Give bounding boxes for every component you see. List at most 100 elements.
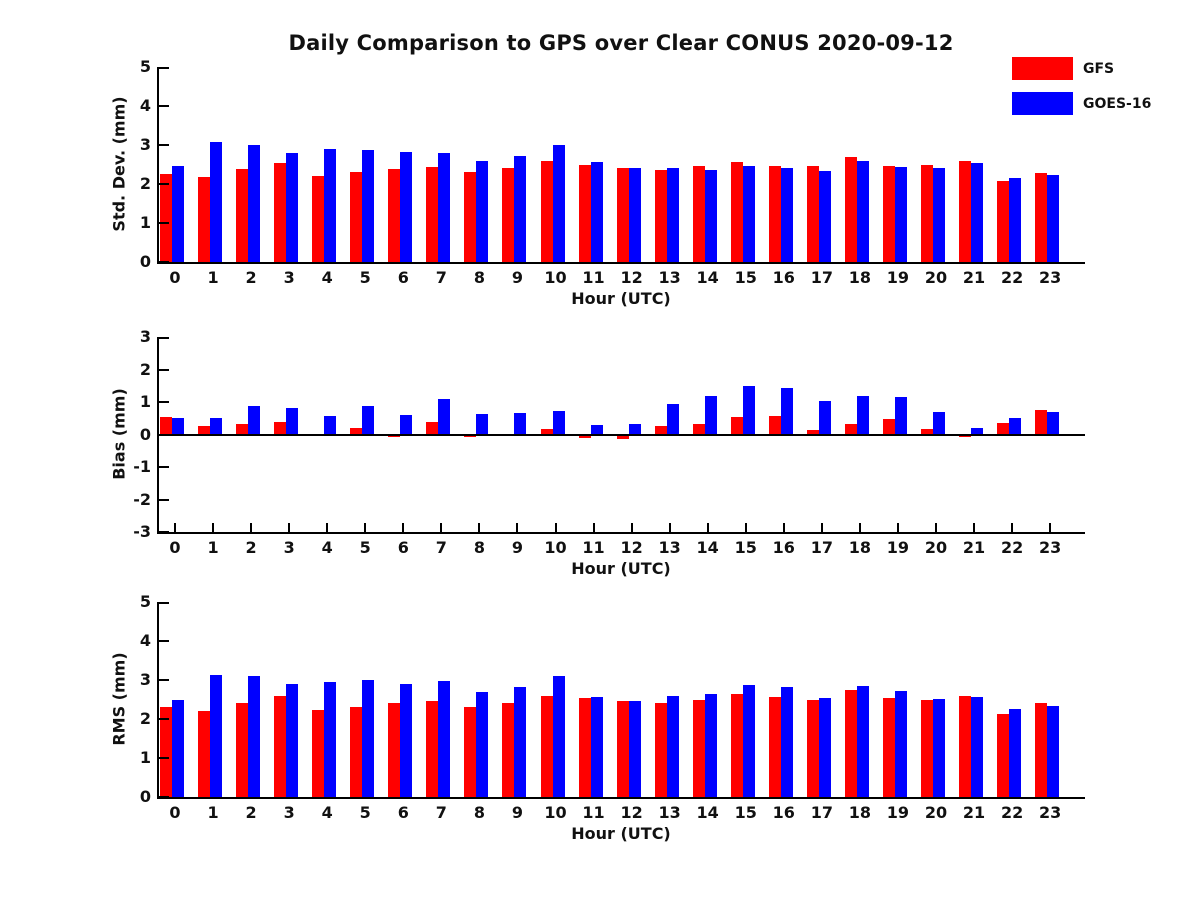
bar-gfs-h1 <box>198 425 211 435</box>
y-tick-label: -3 <box>133 522 151 541</box>
x-tick-label: 11 <box>582 538 605 557</box>
x-tick-label: 3 <box>283 268 295 287</box>
y-tick-label: 3 <box>139 135 151 154</box>
bar-goes16-h18 <box>856 686 869 797</box>
bar-goes16-h3 <box>286 153 299 262</box>
y-tick-label: 4 <box>139 96 151 115</box>
bar-gfs-h21 <box>959 434 972 437</box>
bar-gfs-h19 <box>882 166 895 262</box>
bar-goes16-h13 <box>666 403 679 435</box>
x-tick-label: 10 <box>544 538 567 557</box>
y-tick <box>159 796 169 798</box>
bar-goes16-h8 <box>476 414 489 435</box>
bar-gfs-h13 <box>654 703 667 797</box>
bar-gfs-h10 <box>540 429 553 435</box>
bar-goes16-h14 <box>704 396 717 435</box>
bar-gfs-h19 <box>882 418 895 435</box>
bar-gfs-h9 <box>502 703 515 797</box>
x-tick-label: 1 <box>207 268 219 287</box>
bar-gfs-h13 <box>654 426 667 435</box>
y-tick-label: 2 <box>139 359 151 379</box>
bar-gfs-h0 <box>160 174 172 262</box>
y-tick-label: 1 <box>139 213 151 232</box>
x-tick <box>364 523 367 532</box>
x-tick-label: 13 <box>658 268 681 287</box>
x-tick-label: 14 <box>696 268 719 287</box>
bar-gfs-h3 <box>274 422 287 435</box>
bar-gfs-h20 <box>921 700 933 797</box>
bar-goes16-h1 <box>210 418 223 435</box>
bar-gfs-h10 <box>540 161 553 262</box>
bar-gfs-h2 <box>236 169 249 262</box>
bar-gfs-h22 <box>997 713 1010 797</box>
x-tick-label: 12 <box>620 268 643 287</box>
bar-gfs-h13 <box>654 169 667 262</box>
x-tick <box>174 523 176 532</box>
bar-goes16-h4 <box>324 148 337 262</box>
y-tick-label: 5 <box>139 57 151 76</box>
y-tick <box>159 602 169 604</box>
x-tick-label: 22 <box>1000 538 1024 557</box>
xlabel-bias: Hour (UTC) <box>571 559 671 578</box>
bar-goes16-h14 <box>704 169 717 262</box>
x-tick <box>440 523 443 532</box>
bar-goes16-h19 <box>894 691 907 797</box>
bar-goes16-h5 <box>362 150 375 262</box>
y-tick-label: 3 <box>139 670 151 689</box>
bar-gfs-h5 <box>350 172 363 262</box>
x-tick <box>1011 523 1014 532</box>
bar-gfs-h8 <box>464 172 477 262</box>
x-tick <box>935 523 937 532</box>
x-tick-label: 19 <box>886 268 910 287</box>
x-tick <box>326 523 329 532</box>
x-tick-label: 8 <box>473 268 485 287</box>
x-tick <box>630 523 633 532</box>
x-tick <box>212 523 215 532</box>
bar-gfs-h16 <box>768 697 781 797</box>
x-tick-label: 1 <box>207 538 219 557</box>
x-tick-label: 10 <box>544 268 567 287</box>
y-tick <box>159 433 169 436</box>
x-tick-label: 16 <box>772 538 795 557</box>
bar-goes16-h9 <box>514 687 527 797</box>
legend-label-goes16: GOES-16 <box>1083 95 1152 112</box>
y-tick-label: 4 <box>139 631 151 650</box>
bar-goes16-h12 <box>628 423 641 435</box>
bar-goes16-h20 <box>933 168 945 262</box>
bar-goes16-h21 <box>971 162 984 262</box>
bar-gfs-h7 <box>426 167 439 262</box>
x-tick-label: 21 <box>962 538 986 557</box>
bar-gfs-h23 <box>1035 703 1048 797</box>
bar-gfs-h9 <box>502 168 515 262</box>
y-tick-label: -2 <box>133 489 151 509</box>
x-tick <box>668 523 671 532</box>
legend-swatch-gfs <box>1012 57 1073 80</box>
bar-goes16-h2 <box>248 675 261 797</box>
x-tick <box>288 523 291 532</box>
bar-goes16-h17 <box>818 171 831 262</box>
x-tick-label: 8 <box>473 538 485 557</box>
y-tick <box>159 531 169 533</box>
x-tick-label: 15 <box>734 268 757 287</box>
y-tick <box>159 222 169 224</box>
bar-goes16-h15 <box>742 386 755 435</box>
x-tick <box>250 523 253 532</box>
bar-gfs-h11 <box>578 434 591 438</box>
plot-area-stddev: 0 1 2 3 4 5 6 7 8 9 10 11 12 13 14 15 16 17 18 19 20 21 22 23 0 1… <box>140 57 1085 287</box>
bar-goes16-h10 <box>552 145 565 262</box>
bar-gfs-h19 <box>882 698 895 797</box>
bar-gfs-h23 <box>1035 409 1048 435</box>
bar-goes16-h7 <box>438 153 451 262</box>
y-tick-label: 2 <box>139 709 151 728</box>
bar-goes16-h22 <box>1009 177 1022 262</box>
bar-gfs-h17 <box>806 165 819 262</box>
x-tick-label: 7 <box>435 268 447 287</box>
x-tick-label: 7 <box>435 803 447 822</box>
x-tick-label: 7 <box>435 538 447 557</box>
x-tick-label: 2 <box>245 538 257 557</box>
x-tick-label: 6 <box>397 268 409 287</box>
x-tick-label: 3 <box>283 803 295 822</box>
x-tick-label: 20 <box>924 538 948 557</box>
bar-gfs-h17 <box>806 429 819 435</box>
x-tick-label: 19 <box>886 803 910 822</box>
